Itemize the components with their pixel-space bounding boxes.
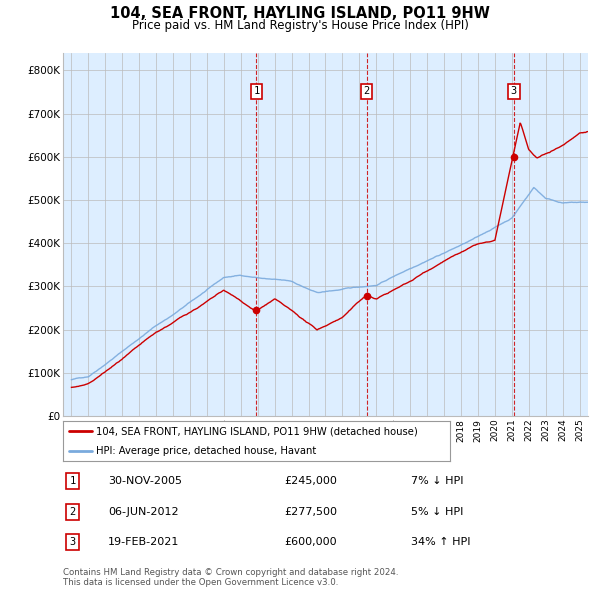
Text: 1: 1 — [253, 86, 259, 96]
Text: 2: 2 — [364, 86, 370, 96]
Text: HPI: Average price, detached house, Havant: HPI: Average price, detached house, Hava… — [96, 447, 316, 456]
Text: 7% ↓ HPI: 7% ↓ HPI — [412, 476, 464, 486]
Text: 104, SEA FRONT, HAYLING ISLAND, PO11 9HW: 104, SEA FRONT, HAYLING ISLAND, PO11 9HW — [110, 6, 490, 21]
Text: 3: 3 — [511, 86, 517, 96]
Text: £245,000: £245,000 — [285, 476, 338, 486]
Text: 3: 3 — [70, 537, 76, 548]
Text: 104, SEA FRONT, HAYLING ISLAND, PO11 9HW (detached house): 104, SEA FRONT, HAYLING ISLAND, PO11 9HW… — [96, 427, 418, 436]
Text: £600,000: £600,000 — [285, 537, 337, 548]
Text: 2: 2 — [70, 507, 76, 517]
Text: 19-FEB-2021: 19-FEB-2021 — [108, 537, 179, 548]
Text: Price paid vs. HM Land Registry's House Price Index (HPI): Price paid vs. HM Land Registry's House … — [131, 19, 469, 32]
Text: £277,500: £277,500 — [285, 507, 338, 517]
Text: 06-JUN-2012: 06-JUN-2012 — [108, 507, 179, 517]
Text: Contains HM Land Registry data © Crown copyright and database right 2024.: Contains HM Land Registry data © Crown c… — [63, 568, 398, 576]
Text: 5% ↓ HPI: 5% ↓ HPI — [412, 507, 464, 517]
Text: 1: 1 — [70, 476, 76, 486]
Text: 30-NOV-2005: 30-NOV-2005 — [108, 476, 182, 486]
Text: This data is licensed under the Open Government Licence v3.0.: This data is licensed under the Open Gov… — [63, 578, 338, 587]
Text: 34% ↑ HPI: 34% ↑ HPI — [412, 537, 471, 548]
